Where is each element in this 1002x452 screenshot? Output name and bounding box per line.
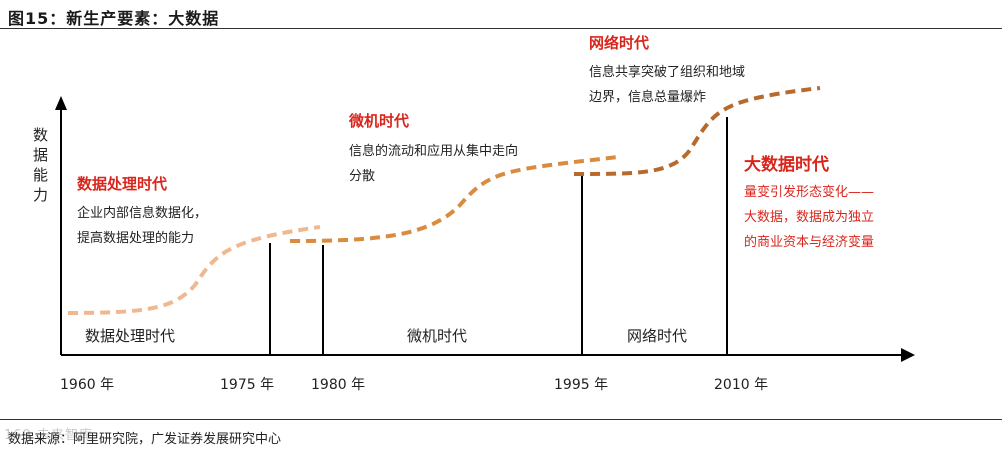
y-axis-char: 数 — [33, 126, 49, 144]
figure-title: 图15：新生产要素：大数据 — [8, 9, 220, 28]
y-axis-label: 数 据 能 力 — [33, 125, 48, 205]
year-1980: 1980 年 — [311, 377, 366, 393]
era-desc-big-data: 量变引发形态变化—— 大数据，数据成为独立 的商业资本与经济变量 — [744, 180, 874, 255]
desc-line: 提高数据处理的能力 — [77, 231, 195, 246]
y-axis-char: 据 — [33, 146, 49, 164]
year-2010: 2010 年 — [714, 377, 769, 393]
era-heading-microcomputer: 微机时代 — [349, 112, 410, 130]
axis-era-data-processing: 数据处理时代 — [85, 327, 176, 345]
era-desc-data-processing: 企业内部信息数据化， 提高数据处理的能力 — [77, 201, 207, 251]
watermark: 169 未来智库 — [4, 428, 93, 443]
source-note: 数据来源：阿里研究院，广发证券发展研究中心 — [8, 432, 282, 447]
curve-network-era — [573, 86, 821, 176]
x-axis-arrow — [901, 348, 915, 362]
top-divider — [0, 28, 1002, 29]
desc-line: 边界，信息总量爆炸 — [589, 90, 707, 105]
era-desc-microcomputer: 信息的流动和应用从集中走向 分散 — [349, 139, 518, 189]
desc-line: 分散 — [349, 169, 376, 184]
desc-line: 信息共享突破了组织和地域 — [589, 65, 746, 80]
era-heading-data-processing: 数据处理时代 — [77, 175, 168, 193]
axis-era-microcomputer: 微机时代 — [407, 327, 468, 345]
y-axis-arrow — [55, 96, 67, 110]
y-axis-char: 力 — [33, 186, 49, 204]
desc-line: 量变引发形态变化—— — [744, 185, 875, 200]
year-1995: 1995 年 — [554, 377, 609, 393]
year-1960: 1960 年 — [60, 377, 115, 393]
curve-data-processing-era — [67, 225, 321, 315]
desc-line: 企业内部信息数据化， — [77, 206, 208, 221]
year-1975: 1975 年 — [220, 377, 275, 393]
axis-era-network: 网络时代 — [627, 327, 688, 345]
era-heading-big-data: 大数据时代 — [744, 155, 829, 175]
desc-line: 的商业资本与经济变量 — [744, 235, 875, 250]
era-heading-network: 网络时代 — [589, 34, 650, 52]
desc-line: 大数据，数据成为独立 — [744, 210, 875, 225]
curve-microcomputer-era — [289, 155, 619, 243]
desc-line: 信息的流动和应用从集中走向 — [349, 144, 519, 159]
bottom-divider — [0, 419, 1002, 420]
era-desc-network: 信息共享突破了组织和地域 边界，信息总量爆炸 — [589, 60, 745, 110]
y-axis-char: 能 — [33, 166, 49, 184]
